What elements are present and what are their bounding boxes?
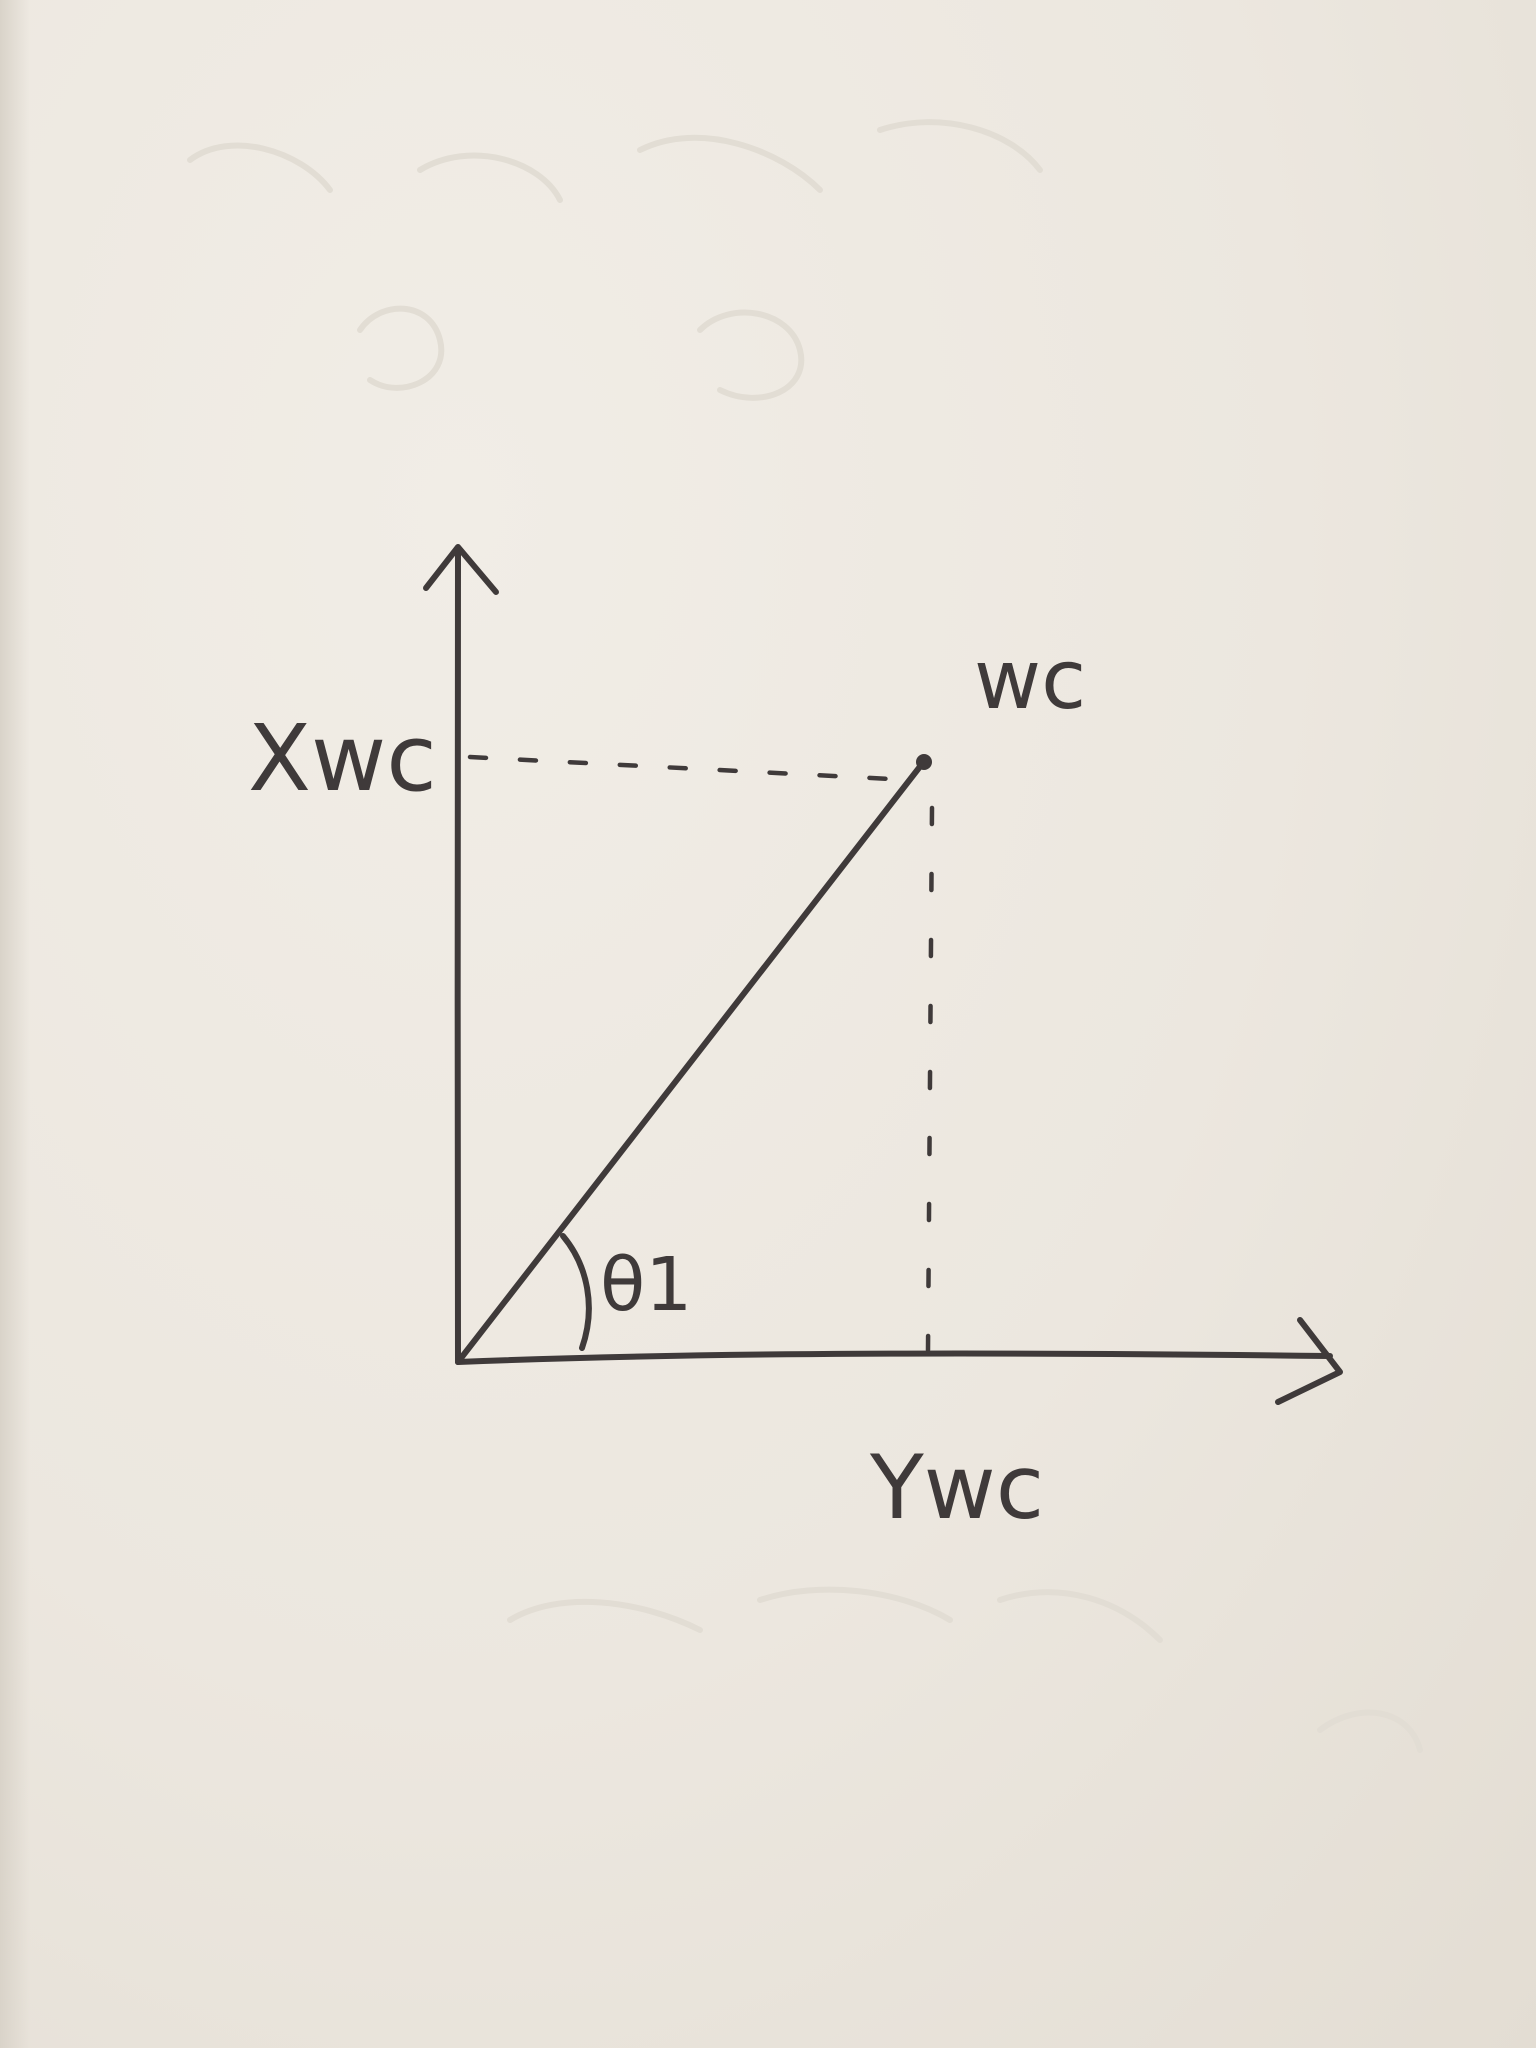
hypotenuse-line <box>455 761 925 1365</box>
x-axis-label: Xwc <box>248 705 437 812</box>
y-axis-label: Ywc <box>869 1436 1044 1539</box>
y-projection-dashed-line <box>925 805 935 1353</box>
horizontal-axis <box>455 1317 1343 1405</box>
show-through-marks <box>187 119 1423 1753</box>
vertical-axis <box>423 544 499 1365</box>
x-projection-dashed-line <box>467 754 913 783</box>
angle-label: θ1 <box>600 1242 692 1328</box>
point-label: wc <box>974 633 1086 728</box>
paper-edge-shadow <box>0 0 30 2048</box>
point-wc-dot <box>916 754 932 770</box>
angle-arc <box>560 1233 592 1351</box>
